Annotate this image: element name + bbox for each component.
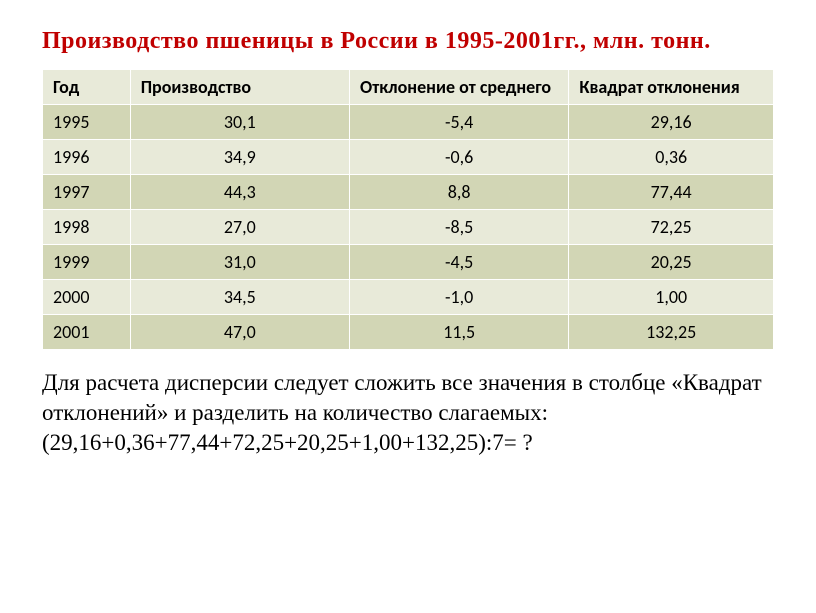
cell-year: 1996 — [43, 140, 131, 175]
cell-sqr: 29,16 — [569, 105, 774, 140]
table-row: 2001 47,0 11,5 132,25 — [43, 315, 774, 350]
cell-prod: 30,1 — [130, 105, 349, 140]
col-header-year: Год — [43, 70, 131, 105]
cell-year: 1999 — [43, 245, 131, 280]
col-header-production: Производство — [130, 70, 349, 105]
cell-year: 2001 — [43, 315, 131, 350]
cell-sqr: 20,25 — [569, 245, 774, 280]
cell-dev: -4,5 — [350, 245, 569, 280]
cell-sqr: 72,25 — [569, 210, 774, 245]
cell-dev: -0,6 — [350, 140, 569, 175]
cell-dev: 8,8 — [350, 175, 569, 210]
page-title: Производство пшеницы в России в 1995-200… — [42, 28, 774, 55]
explanation-text: Для расчета дисперсии следует сложить вс… — [42, 368, 774, 458]
cell-sqr: 0,36 — [569, 140, 774, 175]
cell-year: 1997 — [43, 175, 131, 210]
cell-sqr: 132,25 — [569, 315, 774, 350]
cell-year: 1998 — [43, 210, 131, 245]
cell-prod: 34,9 — [130, 140, 349, 175]
cell-dev: -5,4 — [350, 105, 569, 140]
cell-prod: 27,0 — [130, 210, 349, 245]
cell-year: 1995 — [43, 105, 131, 140]
data-table: Год Производство Отклонение от среднего … — [42, 69, 774, 350]
table-row: 2000 34,5 -1,0 1,00 — [43, 280, 774, 315]
cell-prod: 44,3 — [130, 175, 349, 210]
cell-dev: 11,5 — [350, 315, 569, 350]
cell-sqr: 77,44 — [569, 175, 774, 210]
cell-prod: 34,5 — [130, 280, 349, 315]
cell-dev: -8,5 — [350, 210, 569, 245]
table-row: 1999 31,0 -4,5 20,25 — [43, 245, 774, 280]
explain-line1: Для расчета дисперсии следует сложить вс… — [42, 370, 762, 425]
cell-sqr: 1,00 — [569, 280, 774, 315]
cell-year: 2000 — [43, 280, 131, 315]
col-header-deviation: Отклонение от среднего — [350, 70, 569, 105]
table-header-row: Год Производство Отклонение от среднего … — [43, 70, 774, 105]
cell-prod: 31,0 — [130, 245, 349, 280]
table-row: 1996 34,9 -0,6 0,36 — [43, 140, 774, 175]
table-row: 1995 30,1 -5,4 29,16 — [43, 105, 774, 140]
table-row: 1998 27,0 -8,5 72,25 — [43, 210, 774, 245]
col-header-square: Квадрат отклонения — [569, 70, 774, 105]
table-row: 1997 44,3 8,8 77,44 — [43, 175, 774, 210]
cell-dev: -1,0 — [350, 280, 569, 315]
cell-prod: 47,0 — [130, 315, 349, 350]
explain-line2: (29,16+0,36+77,44+72,25+20,25+1,00+132,2… — [42, 430, 533, 455]
